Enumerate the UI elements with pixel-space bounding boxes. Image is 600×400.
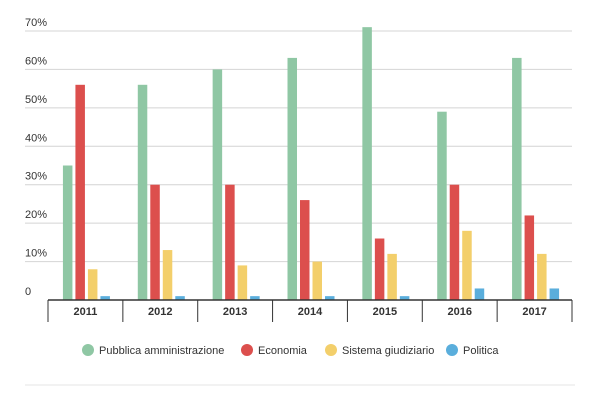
bar-2011-s2 [87,269,98,300]
bar-2016-s1 [449,184,460,300]
legend-label: Pubblica amministrazione [99,345,224,357]
y-tick-label: 40% [25,132,47,144]
bar-2015-s1 [374,238,385,300]
y-tick-label: 70% [25,17,47,29]
bar-2013-s0 [212,69,223,300]
bar-2015-s2 [387,253,397,300]
legend-item: Politica [446,344,499,357]
bar-2017-s3 [549,288,560,300]
bar-2015-s0 [362,27,372,301]
x-tick-label: 2011 [73,306,97,318]
y-tick-label: 50% [25,94,47,106]
bar-2013-s2 [237,265,248,300]
x-tick-label: 2017 [522,306,546,318]
bar-2017-s1 [524,215,535,300]
y-tick-label: 30% [25,171,47,183]
y-tick-label: 60% [25,55,47,67]
bar-2014-s0 [287,57,297,301]
bars [62,27,560,301]
bar-2016-s0 [437,111,447,300]
legend-swatch [82,344,94,356]
legend-label: Economia [258,345,308,357]
bar-2014-s3 [325,296,335,300]
y-tick-label: 20% [25,209,47,221]
bar-2012-s2 [162,250,173,300]
legend-label: Sistema giudiziario [342,345,434,357]
grid-lines [25,30,572,263]
x-axis [47,299,573,322]
bar-2014-s2 [312,261,322,300]
x-tick-label: 2015 [373,306,397,318]
bar-2016-s2 [462,230,472,300]
legend-item: Pubblica amministrazione [82,344,224,357]
legend-item: Economia [241,344,308,357]
bar-2017-s2 [537,253,547,300]
legend-swatch [446,344,458,356]
y-tick-label: 0 [25,286,31,298]
bar-2011-s1 [75,84,85,300]
legend-label: Politica [463,345,499,357]
bar-2011-s3 [100,296,110,300]
bar-2012-s3 [175,296,185,300]
y-tick-labels: 0 10% 20% 30% 40% 50% 60% 70% [25,17,47,298]
bar-2012-s1 [150,184,160,300]
x-tick-labels: 2011 2012 2013 2014 2015 2016 2017 [73,306,546,318]
x-tick-label: 2014 [298,306,323,318]
bar-2015-s3 [399,296,410,300]
bar-2014-s1 [300,200,310,300]
legend-swatch [241,344,253,356]
bar-2017-s0 [512,57,522,301]
x-tick-label: 2013 [223,306,247,318]
x-tick-label: 2016 [447,306,471,318]
bar-2016-s3 [474,288,485,300]
legend-item: Sistema giudiziario [325,344,434,357]
y-tick-label: 10% [25,248,47,260]
bar-2013-s3 [250,296,260,300]
legend-swatch [325,344,337,356]
bar-2012-s0 [137,84,148,300]
x-tick-label: 2012 [148,306,172,318]
bar-2013-s1 [225,184,235,300]
bar-2011-s0 [62,165,73,300]
legend: Pubblica amministrazione Economia Sistema … [82,344,499,357]
